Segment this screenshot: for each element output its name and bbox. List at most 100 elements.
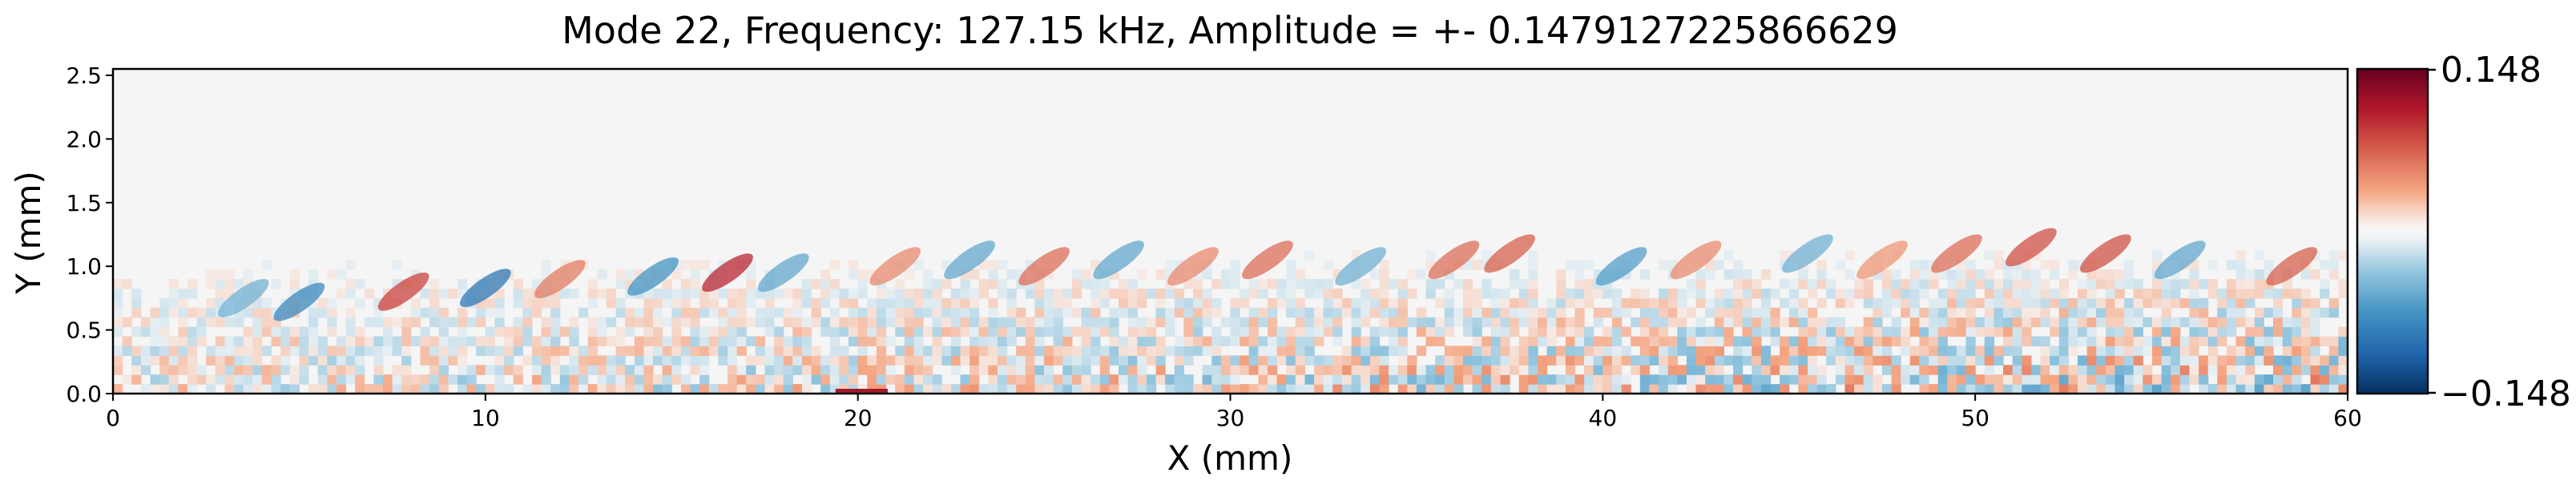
heatmap-cell xyxy=(1733,346,1744,356)
heatmap-cell xyxy=(2040,355,2050,366)
heatmap-cell xyxy=(1062,355,1073,366)
heatmap-cell xyxy=(1090,355,1101,366)
heatmap-cell xyxy=(2143,297,2153,309)
heatmap-cell xyxy=(1490,384,1502,394)
heatmap-cell xyxy=(2235,289,2246,299)
heatmap-cell xyxy=(1119,346,1129,356)
heatmap-cell xyxy=(178,326,188,337)
heatmap-cell xyxy=(1295,269,1305,280)
heatmap-cell xyxy=(904,336,914,346)
heatmap-cell xyxy=(2086,307,2097,318)
heatmap-cell xyxy=(392,336,402,346)
heatmap-cell xyxy=(494,384,505,394)
heatmap-cell xyxy=(1937,307,1948,318)
heatmap-cell xyxy=(1379,279,1389,289)
heatmap-cell xyxy=(2320,336,2330,346)
heatmap-cell xyxy=(1490,336,1502,346)
heatmap-cell xyxy=(792,365,803,375)
heatmap-cell xyxy=(1482,289,1492,299)
heatmap-cell xyxy=(1174,355,1184,366)
heatmap-cell xyxy=(2179,365,2190,375)
heatmap-cell xyxy=(876,336,887,346)
heatmap-cell xyxy=(2310,317,2320,328)
heatmap-cell xyxy=(1667,355,1678,366)
heatmap-cell xyxy=(1482,250,1492,261)
heatmap-cell xyxy=(122,346,132,356)
heatmap-cell xyxy=(1490,317,1502,328)
heatmap-cell xyxy=(1397,326,1408,337)
heatmap-cell xyxy=(1071,269,1082,280)
heatmap-cell xyxy=(531,374,542,385)
heatmap-cell xyxy=(876,355,887,366)
heatmap-cell xyxy=(206,374,216,385)
heatmap-cell xyxy=(531,355,542,366)
heatmap-cell xyxy=(485,346,495,356)
heatmap-cell xyxy=(1351,365,1361,375)
heatmap-cell xyxy=(234,365,244,375)
heatmap-cell xyxy=(420,384,430,394)
heatmap-cell xyxy=(1919,336,1929,346)
heatmap-cell xyxy=(1602,289,1613,299)
heatmap-cell xyxy=(410,374,421,385)
heatmap-cell xyxy=(774,346,784,356)
heatmap-cell xyxy=(271,365,281,375)
heatmap-cell xyxy=(680,307,691,318)
heatmap-cell xyxy=(1351,355,1361,366)
heatmap-cell xyxy=(2105,279,2116,289)
heatmap-cell xyxy=(2328,260,2339,270)
heatmap-cell xyxy=(792,355,803,366)
heatmap-cell xyxy=(2152,279,2163,289)
heatmap-cell xyxy=(1416,326,1427,337)
heatmap-cell xyxy=(1538,374,1548,385)
heatmap-cell xyxy=(401,326,412,337)
heatmap-cell xyxy=(587,346,598,356)
heatmap-cell xyxy=(1314,336,1324,346)
heatmap-cell xyxy=(271,326,281,337)
heatmap-cell xyxy=(122,336,132,346)
heatmap-cell xyxy=(1584,279,1594,289)
heatmap-cell xyxy=(383,317,393,328)
heatmap-cell xyxy=(1258,355,1268,366)
heatmap-cell xyxy=(1137,365,1147,375)
heatmap-cell xyxy=(1733,307,1744,318)
heatmap-cell xyxy=(476,346,486,356)
heatmap-cell xyxy=(1490,289,1502,299)
heatmap-cell xyxy=(113,365,123,375)
heatmap-cell xyxy=(2086,384,2097,394)
heatmap-cell xyxy=(2105,374,2116,385)
heatmap-cell xyxy=(1891,365,1901,375)
heatmap-cell xyxy=(1854,355,1864,366)
heatmap-cell xyxy=(829,326,840,337)
heatmap-cell xyxy=(746,336,756,346)
heatmap-cell xyxy=(904,384,914,394)
heatmap-cell xyxy=(1965,326,1976,337)
heatmap-cell xyxy=(923,384,933,394)
heatmap-cell xyxy=(1649,317,1659,328)
heatmap-cell xyxy=(960,279,970,289)
heatmap-cell xyxy=(1565,374,1576,385)
heatmap-cell xyxy=(1397,365,1408,375)
heatmap-cell xyxy=(345,346,356,356)
heatmap-cell xyxy=(140,317,151,328)
heatmap-cell xyxy=(671,365,682,375)
heatmap-cell xyxy=(1659,260,1669,270)
heatmap-cell xyxy=(438,317,449,328)
heatmap-cell xyxy=(1314,365,1324,375)
heatmap-cell xyxy=(1574,317,1585,328)
heatmap-cell xyxy=(1975,384,1985,394)
heatmap-cell xyxy=(1211,355,1222,366)
heatmap-cell xyxy=(1304,289,1315,299)
heatmap-cell xyxy=(1119,355,1129,366)
heatmap-cell xyxy=(1705,269,1715,280)
heatmap-cell xyxy=(243,307,253,318)
heatmap-cell xyxy=(1937,289,1948,299)
heatmap-cell xyxy=(159,384,170,394)
heatmap-cell xyxy=(1937,317,1948,328)
heatmap-cell xyxy=(1798,384,1808,394)
heatmap-cell xyxy=(178,336,188,346)
heatmap-cell xyxy=(1723,374,1734,385)
heatmap-cell xyxy=(1742,346,1752,356)
heatmap-cell xyxy=(131,307,142,318)
heatmap-cell xyxy=(1295,326,1305,337)
heatmap-cell xyxy=(728,336,738,346)
